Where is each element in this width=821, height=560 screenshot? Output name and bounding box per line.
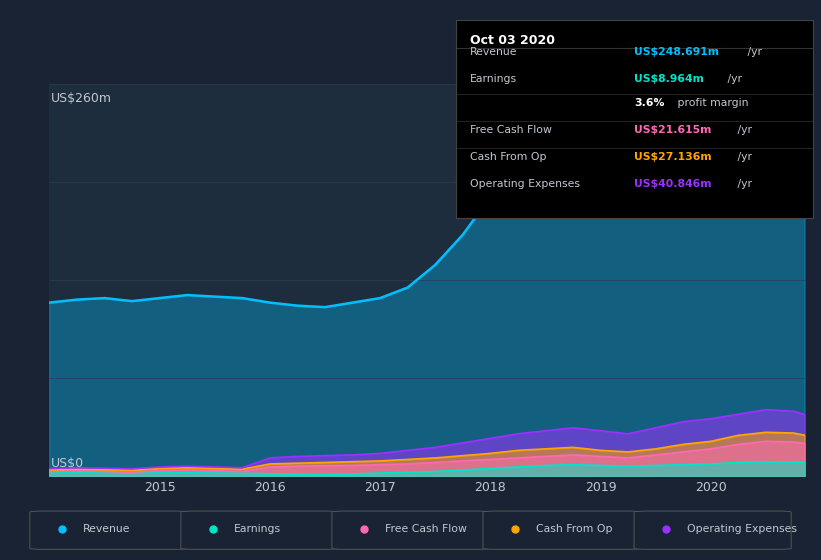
Text: US$27.136m: US$27.136m [635,152,712,162]
Text: /yr: /yr [744,48,762,57]
Text: Revenue: Revenue [83,524,131,534]
Text: 3.6%: 3.6% [635,98,665,108]
FancyBboxPatch shape [483,511,640,549]
Text: Operating Expenses: Operating Expenses [687,524,797,534]
Text: /yr: /yr [734,179,752,189]
Text: Cash From Op: Cash From Op [536,524,612,534]
Text: Operating Expenses: Operating Expenses [470,179,580,189]
Text: Earnings: Earnings [234,524,281,534]
Text: US$8.964m: US$8.964m [635,74,704,84]
FancyBboxPatch shape [181,511,338,549]
Text: US$40.846m: US$40.846m [635,179,712,189]
Text: US$248.691m: US$248.691m [635,48,719,57]
Text: Revenue: Revenue [470,48,517,57]
Text: US$0: US$0 [51,457,84,470]
Text: Cash From Op: Cash From Op [470,152,547,162]
Text: /yr: /yr [724,74,742,84]
FancyBboxPatch shape [30,511,187,549]
Text: Oct 03 2020: Oct 03 2020 [470,34,555,46]
Text: Free Cash Flow: Free Cash Flow [385,524,466,534]
Text: Free Cash Flow: Free Cash Flow [470,125,552,135]
Text: US$21.615m: US$21.615m [635,125,712,135]
Text: US$260m: US$260m [51,92,112,105]
Text: /yr: /yr [734,152,752,162]
Text: Earnings: Earnings [470,74,517,84]
Text: /yr: /yr [734,125,752,135]
FancyBboxPatch shape [634,511,791,549]
Text: profit margin: profit margin [674,98,749,108]
FancyBboxPatch shape [332,511,489,549]
